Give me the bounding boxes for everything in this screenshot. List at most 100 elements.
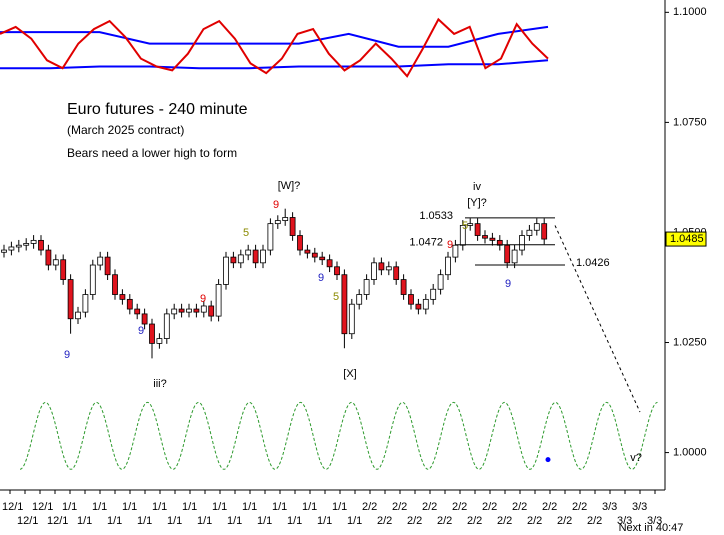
x-tick-label: 2/2 — [407, 515, 422, 527]
candle-body — [200, 305, 207, 313]
level-label: 1.0472 — [409, 237, 443, 249]
candle-body — [356, 294, 363, 305]
candle-body — [82, 294, 89, 313]
wave-label: v? — [630, 452, 642, 464]
x-tick-label: 3/3 — [632, 501, 647, 513]
x-tick-label: 12/1 — [2, 501, 23, 513]
candle-body — [52, 259, 59, 266]
x-tick-label: 2/2 — [467, 515, 482, 527]
candle-body — [289, 217, 296, 236]
candle-body — [393, 266, 400, 280]
wave-label: 5 — [243, 227, 249, 239]
candle-body — [112, 274, 118, 295]
x-tick-label: 2/2 — [527, 515, 542, 527]
x-tick-label: 1/1 — [332, 501, 347, 513]
indicator-line — [0, 17, 549, 78]
chart-note: Bears need a lower high to form — [67, 146, 237, 160]
candle-body — [104, 256, 111, 276]
wave-label: 9 — [505, 278, 511, 290]
x-tick-label: 2/2 — [437, 515, 452, 527]
candle-body — [304, 249, 311, 254]
candle-body — [474, 223, 481, 236]
x-tick-label: 1/1 — [287, 515, 302, 527]
candle-body — [38, 239, 44, 251]
level-label: 1.0426 — [576, 257, 610, 269]
candle-body — [400, 279, 407, 295]
x-tick-label: 1/1 — [272, 501, 287, 513]
indicator-line — [0, 59, 549, 70]
candle-body — [526, 229, 533, 236]
x-tick-label: 3/3 — [617, 515, 632, 527]
candle-body — [60, 259, 67, 280]
candle-body — [134, 308, 141, 315]
candle-body — [311, 252, 318, 258]
x-tick-label: 1/1 — [77, 515, 92, 527]
wave-label: iv — [473, 181, 481, 193]
candle-body — [260, 249, 266, 264]
y-tick-label: 1.0750 — [673, 116, 707, 128]
x-tick-label: 12/1 — [17, 515, 38, 527]
wave-label: 9 — [273, 199, 279, 211]
wave-label: 5 — [462, 220, 468, 232]
countdown: Next in 40:47 — [619, 522, 684, 534]
candle-body — [1, 249, 7, 253]
candle-body — [171, 308, 178, 315]
x-tick-label: 1/1 — [317, 515, 332, 527]
candle-body — [245, 249, 252, 256]
x-tick-label: 1/1 — [302, 501, 317, 513]
x-tick-label: 2/2 — [512, 501, 527, 513]
level-label: 1.0533 — [419, 210, 453, 222]
candle-body — [533, 223, 540, 231]
x-tick-label: 1/1 — [197, 515, 212, 527]
candle-body — [119, 294, 126, 300]
candle-body — [348, 303, 355, 335]
candle-body — [274, 220, 281, 225]
wave-label: 9 — [64, 349, 70, 361]
candle-body — [326, 259, 333, 268]
x-tick-label: 12/1 — [47, 515, 68, 527]
x-tick-label: 2/2 — [482, 501, 497, 513]
x-tick-label: 1/1 — [92, 501, 107, 513]
x-tick-label: 2/2 — [377, 515, 392, 527]
wave-label: [Y]? — [467, 197, 487, 209]
x-tick-label: 1/1 — [152, 501, 167, 513]
last-price-label: 1.0485 — [670, 233, 704, 245]
candle-body — [437, 274, 444, 290]
candle-body — [163, 313, 170, 339]
candle-body — [385, 266, 392, 271]
candle-body — [215, 284, 222, 317]
x-tick-label: 2/2 — [422, 501, 437, 513]
x-tick-label: 1/1 — [212, 501, 227, 513]
candle-body — [149, 323, 155, 344]
wave-label: [X] — [343, 368, 356, 380]
candle-body — [126, 298, 133, 310]
candle-body — [371, 262, 377, 280]
candle-body — [363, 279, 370, 295]
x-tick-label: 3/3 — [602, 501, 617, 513]
candle-body — [282, 217, 289, 221]
candle-body — [223, 256, 229, 285]
wave-label: 5 — [333, 291, 339, 303]
last-price-box — [665, 231, 707, 247]
candle-body — [452, 244, 459, 258]
candle-body — [141, 313, 148, 325]
candle-body — [541, 223, 548, 240]
x-tick-label: 2/2 — [587, 515, 602, 527]
candle-body — [378, 262, 385, 271]
candle-body — [341, 274, 348, 335]
candle-body — [415, 303, 422, 310]
x-tick-label: 1/1 — [182, 501, 197, 513]
x-tick-label: 2/2 — [572, 501, 587, 513]
candle-body — [186, 308, 192, 313]
candle-body — [408, 294, 414, 305]
candle-body — [75, 311, 81, 320]
x-tick-label: 2/2 — [452, 501, 467, 513]
wave-label: 9 — [318, 272, 324, 284]
cycle-wave — [19, 401, 658, 470]
candle-body — [467, 223, 474, 226]
x-tick-label: 1/1 — [62, 501, 77, 513]
y-tick-label: 1.0000 — [673, 446, 707, 458]
candle-body — [237, 254, 244, 264]
